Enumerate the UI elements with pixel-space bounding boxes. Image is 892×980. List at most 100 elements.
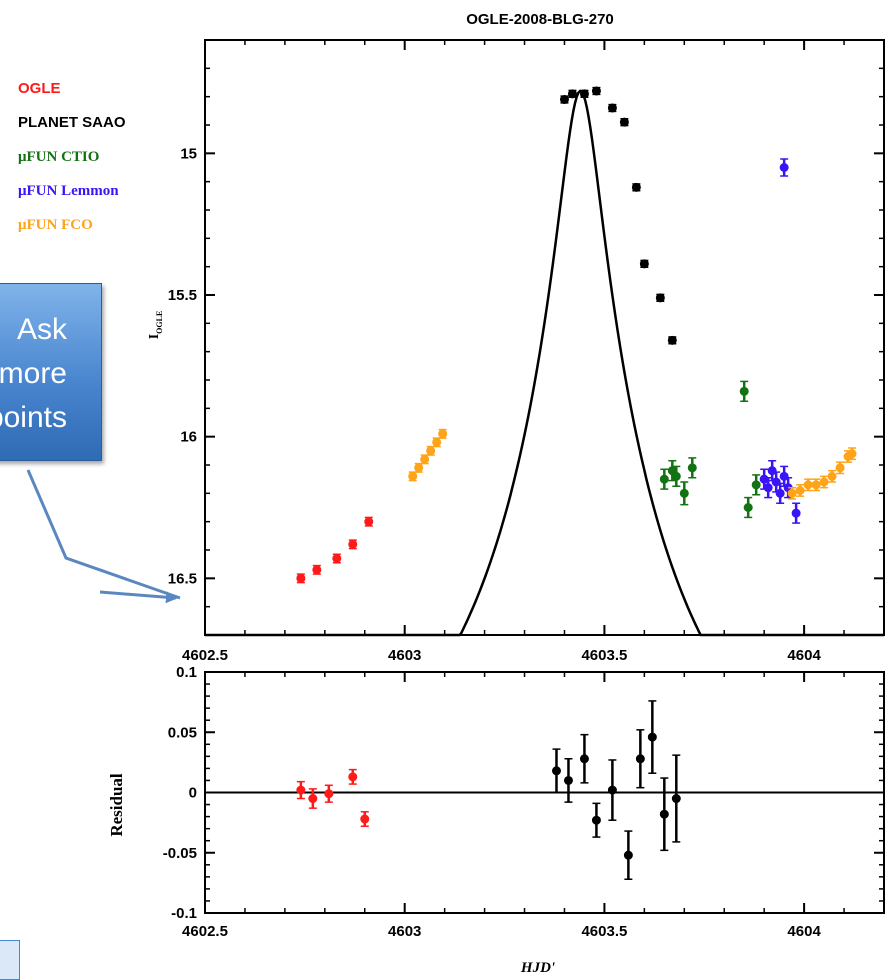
top-panel: 4602.5 4603 4603.5 4604 15 15.5 16 16.5 <box>168 39 885 664</box>
legend-entry: μFUN CTIO <box>18 149 99 165</box>
data-point <box>438 429 448 439</box>
series-ogle <box>296 516 374 584</box>
data-point <box>426 446 436 456</box>
legend-entry: μFUN Lemmon <box>18 183 119 199</box>
callout-line-3: points <box>0 401 67 434</box>
data-point <box>312 565 322 575</box>
x-tick-label: 4602.5 <box>182 923 228 940</box>
data-point <box>763 483 773 493</box>
callout-line-1: Ask <box>16 313 67 346</box>
legend: OGLE PLANET SAAO μFUN CTIO μFUN Lemmon μFUN … <box>18 80 126 233</box>
data-point <box>671 471 681 481</box>
x-tick-label: 4603.5 <box>581 647 627 664</box>
data-point <box>420 454 430 464</box>
data-point <box>414 463 424 473</box>
y-tick-label: 0.1 <box>176 664 197 681</box>
legend-entry: PLANET SAAO <box>18 114 126 131</box>
series-planet-saao <box>551 700 681 881</box>
data-point <box>795 486 805 495</box>
series-planet-saao <box>559 86 677 345</box>
data-point <box>811 480 821 490</box>
y-tick-label: 16 <box>180 429 197 446</box>
model-curve <box>205 89 884 637</box>
y-tick-label: -0.05 <box>163 845 197 862</box>
data-point <box>579 89 589 99</box>
data-point <box>671 794 681 804</box>
data-point <box>679 488 689 498</box>
legend-entry: μFUN FCO <box>18 217 93 233</box>
data-point <box>779 163 789 172</box>
data-point <box>567 89 577 99</box>
y-tick-label: 15 <box>180 145 197 162</box>
y-tick-label: 15.5 <box>168 287 197 304</box>
data-point <box>591 815 601 825</box>
y-tick-label: 0.05 <box>168 724 197 741</box>
data-point <box>364 517 374 527</box>
x-tick-label: 4602.5 <box>182 647 228 664</box>
data-point <box>835 463 845 473</box>
data-point <box>332 554 342 563</box>
data-point <box>308 794 318 804</box>
legend-entry: OGLE <box>18 80 61 97</box>
data-point <box>619 117 629 127</box>
data-point <box>667 335 677 345</box>
x-tick-label: 4603 <box>388 923 421 940</box>
plot-frame <box>204 39 885 636</box>
x-tick-label: 4603 <box>388 647 421 664</box>
data-point <box>296 573 306 583</box>
residual-axis-label: Residual <box>107 773 126 837</box>
data-point <box>847 449 857 459</box>
data-point <box>659 474 669 484</box>
data-point <box>827 471 837 481</box>
data-point <box>635 754 645 764</box>
y-axis-label: IOGLE <box>147 311 164 340</box>
data-point <box>687 463 697 473</box>
data-point <box>623 850 633 860</box>
data-point <box>775 488 785 498</box>
callout-line-2: more <box>0 357 67 390</box>
data-point <box>659 809 669 819</box>
data-point <box>819 477 829 487</box>
data-point <box>324 789 334 799</box>
arrow-to-point <box>26 469 181 600</box>
data-point <box>631 182 641 192</box>
y-axis-label-sub: OGLE <box>155 311 164 334</box>
data-point <box>739 386 749 396</box>
series-fun-ctio <box>659 380 761 519</box>
data-point <box>655 293 665 303</box>
data-point <box>296 785 306 795</box>
data-point <box>432 437 442 447</box>
data-point <box>791 508 801 518</box>
ask-more-points-callout: Ask more points <box>0 283 102 461</box>
data-point <box>559 95 569 104</box>
data-point <box>647 732 657 742</box>
series-fun-fco <box>408 428 857 500</box>
data-point <box>408 471 418 481</box>
data-point <box>563 775 573 785</box>
data-point <box>803 480 813 490</box>
y-tick-label: -0.1 <box>171 905 197 922</box>
data-point <box>360 814 370 824</box>
x-tick-label: 4603.5 <box>581 923 627 940</box>
data-point <box>579 754 589 764</box>
data-point <box>639 259 649 269</box>
y-tick-label: 16.5 <box>168 570 197 587</box>
data-point <box>787 488 797 498</box>
x-tick-label: 4604 <box>787 923 821 940</box>
data-point <box>591 86 601 96</box>
partial-callout-box <box>0 940 20 980</box>
chart-title: OGLE-2008-BLG-270 <box>466 11 614 28</box>
data-point <box>743 503 753 512</box>
y-tick-label: 0 <box>189 785 197 802</box>
data-point <box>751 480 761 490</box>
residual-panel: 4602.5 4603 4603.5 4604 -0.1 -0.05 0 0.05 0.1 <box>163 664 885 940</box>
series-fun-lemmon <box>759 158 801 524</box>
data-point <box>607 103 617 113</box>
series-ogle <box>296 768 370 827</box>
x-tick-label: 4604 <box>787 647 821 664</box>
arrow-to-point-tip <box>99 590 178 604</box>
data-point <box>348 539 358 549</box>
data-point <box>607 785 617 795</box>
x-axis-label: HJD' <box>520 960 555 976</box>
